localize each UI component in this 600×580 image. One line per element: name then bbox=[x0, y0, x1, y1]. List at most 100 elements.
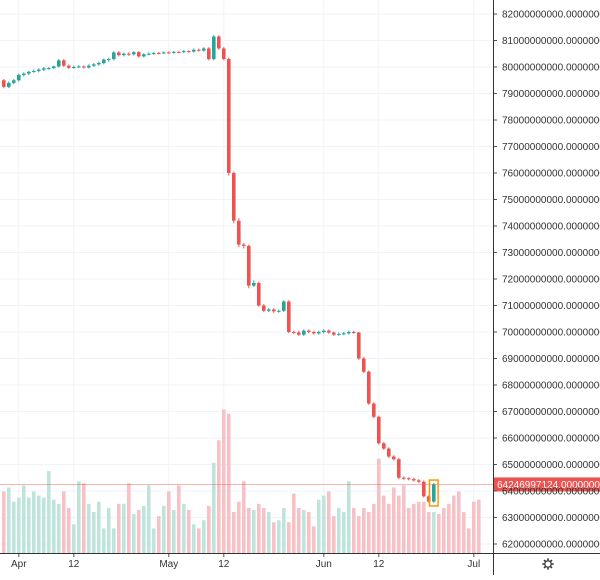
candle-body bbox=[132, 52, 136, 55]
y-tick-label: 68000000000.0000000000 bbox=[502, 381, 600, 392]
candle-body bbox=[32, 70, 36, 72]
volume-bar bbox=[432, 512, 436, 553]
y-tick-label: 63000000000.0000000000 bbox=[502, 513, 600, 524]
candle-body bbox=[167, 52, 171, 54]
volume-bar bbox=[197, 528, 201, 553]
x-tick-label: 12 bbox=[68, 559, 80, 570]
candle-body bbox=[52, 66, 56, 69]
volume-bar bbox=[357, 516, 361, 553]
candle-body bbox=[257, 282, 261, 306]
volume-bar bbox=[392, 487, 396, 553]
candle-body bbox=[377, 416, 381, 444]
volume-bar bbox=[82, 483, 86, 553]
volume-bar bbox=[67, 507, 71, 553]
candle-body bbox=[67, 65, 71, 68]
y-tick-label: 71000000000.0000000000 bbox=[502, 301, 600, 312]
candle-body bbox=[82, 66, 86, 68]
gear-icon[interactable] bbox=[542, 558, 554, 570]
candle-body bbox=[407, 478, 411, 480]
volume-bar bbox=[447, 503, 451, 553]
candle-body bbox=[382, 443, 386, 449]
candle-body bbox=[292, 332, 296, 333]
volume-bar bbox=[112, 528, 116, 553]
candle-body bbox=[177, 51, 181, 53]
volume-bar bbox=[87, 503, 91, 553]
volume-bar bbox=[42, 497, 46, 553]
volume-bar bbox=[317, 499, 321, 553]
volume-bar bbox=[142, 505, 146, 553]
volume-bar bbox=[47, 471, 51, 553]
y-tick-label: 81000000000.0000000000 bbox=[502, 36, 600, 47]
candle-body bbox=[337, 334, 341, 336]
y-tick-label: 75000000000.0000000000 bbox=[502, 195, 600, 206]
y-tick-label: 77000000000.0000000000 bbox=[502, 142, 600, 153]
candle-body bbox=[157, 52, 161, 54]
candle-body bbox=[247, 245, 251, 286]
volume-bar bbox=[437, 514, 441, 553]
candle-body bbox=[222, 48, 226, 60]
volume-bar bbox=[22, 485, 26, 553]
x-axis: Apr 12 May 12 Jun 12 Jul bbox=[0, 553, 600, 570]
y-tick-label: 74000000000.0000000000 bbox=[502, 222, 600, 233]
candle-body bbox=[92, 64, 96, 66]
candle-body bbox=[182, 51, 186, 53]
volume-bar bbox=[297, 507, 301, 553]
grid bbox=[0, 0, 493, 553]
settings-button[interactable] bbox=[542, 558, 554, 570]
candle-body bbox=[422, 481, 426, 497]
volume-bar bbox=[127, 483, 131, 553]
volume-bar bbox=[242, 481, 246, 553]
candle-body bbox=[122, 53, 126, 56]
overlay: 64246997124.0000000000 bbox=[0, 477, 600, 507]
volume-bar bbox=[367, 512, 371, 553]
candle-body bbox=[267, 309, 271, 311]
gear-tooth bbox=[543, 559, 547, 563]
y-tick-label: 73000000000.0000000000 bbox=[502, 248, 600, 259]
gear-ring bbox=[544, 560, 552, 568]
y-tick-label: 79000000000.0000000000 bbox=[502, 89, 600, 100]
candle-body bbox=[12, 80, 16, 83]
volume-bar bbox=[237, 501, 241, 553]
volume-bar bbox=[262, 507, 266, 553]
candle-body bbox=[107, 59, 111, 61]
candle-body bbox=[7, 82, 11, 87]
candle-body bbox=[342, 333, 346, 335]
volume-bar bbox=[232, 512, 236, 553]
volume-bar bbox=[377, 458, 381, 553]
candle-body bbox=[142, 54, 146, 57]
candle-body bbox=[97, 63, 101, 65]
y-tick-label: 69000000000.0000000000 bbox=[502, 354, 600, 365]
x-tick-label: 12 bbox=[373, 559, 385, 570]
candle-body bbox=[22, 73, 26, 75]
volume-bar bbox=[457, 491, 461, 553]
candle-body bbox=[207, 48, 211, 60]
volume-bar bbox=[132, 514, 136, 553]
volume-bar bbox=[157, 516, 161, 553]
candle-body bbox=[297, 332, 301, 335]
volume-bar bbox=[337, 507, 341, 553]
volume-bar bbox=[452, 495, 456, 553]
candle-body bbox=[42, 68, 46, 70]
volume-bar bbox=[117, 503, 121, 553]
candle-body bbox=[417, 480, 421, 482]
candle-body bbox=[372, 403, 376, 417]
y-tick-label: 62000000000.0000000000 bbox=[502, 540, 600, 551]
candle-body bbox=[432, 484, 436, 502]
y-tick-label: 64000000000.0000000000 bbox=[502, 487, 600, 498]
volume-bar bbox=[32, 491, 36, 553]
volume-bar bbox=[277, 520, 281, 553]
volume-bar bbox=[287, 522, 291, 553]
volume-bar bbox=[207, 505, 211, 553]
volume-bar bbox=[397, 495, 401, 553]
volume-bar bbox=[162, 505, 166, 553]
volume-bar bbox=[352, 507, 356, 553]
candle-body bbox=[117, 52, 121, 56]
volume-bar bbox=[72, 524, 76, 553]
candles bbox=[2, 35, 436, 503]
volume-bar bbox=[282, 507, 286, 553]
candle-body bbox=[277, 310, 281, 312]
y-tick-label: 65000000000.0000000000 bbox=[502, 460, 600, 471]
volume-bar bbox=[312, 526, 316, 553]
volume-bar bbox=[362, 507, 366, 553]
